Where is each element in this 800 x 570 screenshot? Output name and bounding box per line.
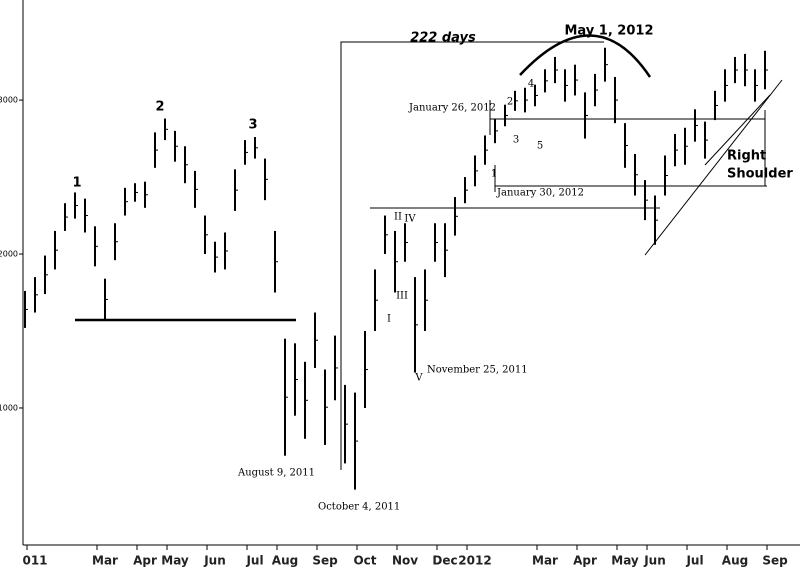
x-tick-label: Dec xyxy=(432,554,457,568)
x-tick-label: Mar xyxy=(92,554,118,568)
annotation: 3 xyxy=(248,118,257,133)
annotation: 222 days xyxy=(410,31,476,46)
x-tick-label: Jun xyxy=(203,554,226,568)
trend-line xyxy=(704,94,771,166)
x-tick-label: Sep xyxy=(762,554,788,568)
top-arc xyxy=(519,34,652,78)
days-bracket xyxy=(340,41,604,470)
x-tick-label: 2012 xyxy=(458,554,491,568)
annotation: 5 xyxy=(537,141,543,152)
trend-line xyxy=(644,79,783,256)
annotation: II xyxy=(394,212,402,223)
annotation: 2 xyxy=(155,100,164,115)
y-tick-label: 11000 xyxy=(0,403,18,412)
annotation: I xyxy=(387,314,391,325)
x-tick-label: Apr xyxy=(133,554,157,568)
annotation: Shoulder xyxy=(727,167,793,182)
annotation: 3 xyxy=(513,135,519,146)
annotation: III xyxy=(396,291,408,302)
annotation: 1 xyxy=(491,169,497,180)
annotation-lines xyxy=(22,0,800,546)
annotation: January 30, 2012 xyxy=(496,188,584,199)
x-tick-label: Apr xyxy=(573,554,597,568)
annotation: May 1, 2012 xyxy=(564,24,653,39)
annotation: Right xyxy=(727,149,766,164)
annotation: October 4, 2011 xyxy=(318,502,400,513)
annotation: November 25, 2011 xyxy=(427,365,528,376)
annotation: January 26, 2012 xyxy=(408,103,496,114)
annotation: IV xyxy=(404,214,416,225)
x-tick-label: Mar xyxy=(532,554,558,568)
x-tick-label: Jul xyxy=(245,554,263,568)
x-tick-label: May xyxy=(161,554,189,568)
annotation: V xyxy=(414,373,423,384)
annotation: 2 xyxy=(507,97,513,108)
annotation: 1 xyxy=(72,176,81,191)
y-tick-label: 13000 xyxy=(0,96,18,105)
x-tick-label: 011 xyxy=(22,554,47,568)
x-tick-label: Oct xyxy=(353,554,376,568)
y-tick-label: 12000 xyxy=(0,250,18,259)
annotation: 4 xyxy=(528,79,534,90)
x-tick-label: Jul xyxy=(685,554,703,568)
x-tick-label: Sep xyxy=(312,554,338,568)
x-tick-label: Aug xyxy=(272,554,298,568)
x-tick-label: Nov xyxy=(392,554,418,568)
annotation: August 9, 2011 xyxy=(237,468,315,479)
x-tick-label: May xyxy=(611,554,639,568)
x-tick-label: Jun xyxy=(643,554,666,568)
x-tick-label: Aug xyxy=(722,554,748,568)
